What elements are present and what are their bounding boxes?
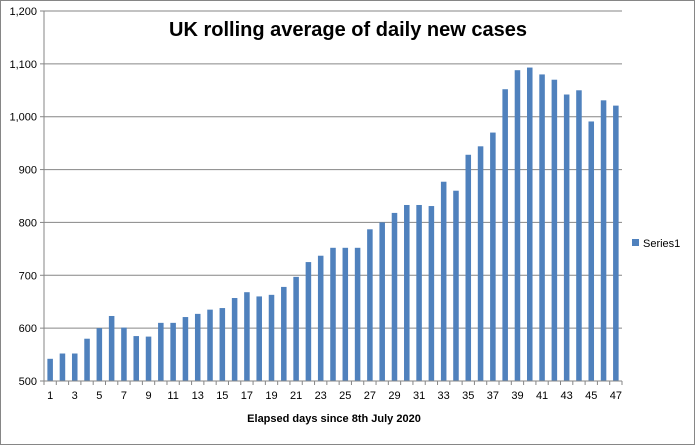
x-tick-label: 13 bbox=[192, 390, 204, 402]
bar bbox=[477, 146, 484, 381]
bar bbox=[551, 79, 558, 381]
bar bbox=[219, 308, 226, 381]
x-tick-label: 45 bbox=[585, 390, 597, 402]
y-tick-label: 700 bbox=[19, 270, 37, 282]
bar bbox=[108, 315, 115, 381]
x-tick-label: 39 bbox=[511, 390, 523, 402]
x-tick-label: 35 bbox=[462, 390, 474, 402]
x-axis-tick-labels: 1 3 5 7 9 11 13 15 17 19 21 23 25 27 29 31 33 35 37 39 41 43 4… bbox=[47, 390, 622, 402]
bar bbox=[613, 105, 619, 381]
bar bbox=[502, 89, 508, 381]
x-tick-label: 11 bbox=[167, 390, 178, 402]
bar bbox=[416, 204, 422, 381]
bar bbox=[256, 296, 262, 381]
bar bbox=[194, 313, 201, 381]
legend-swatch-series1 bbox=[632, 239, 639, 246]
x-tick-label: 15 bbox=[216, 390, 228, 402]
bar bbox=[379, 222, 385, 381]
x-tick-label: 29 bbox=[388, 390, 400, 402]
x-tick-label: 47 bbox=[610, 390, 622, 402]
x-tick-label: 5 bbox=[96, 390, 102, 402]
y-axis-tick-labels: 500 600 700 800 900 1,000 1,100 1,200 bbox=[9, 6, 44, 388]
legend: Series1 bbox=[632, 238, 680, 250]
y-tick-label: 500 bbox=[19, 376, 37, 388]
y-tick-label: 1,100 bbox=[9, 59, 37, 71]
bar bbox=[588, 121, 595, 381]
bar bbox=[133, 336, 140, 381]
bar bbox=[539, 74, 545, 381]
bar bbox=[158, 322, 164, 381]
y-tick-label: 600 bbox=[19, 323, 37, 335]
x-tick-label: 33 bbox=[438, 390, 450, 402]
bar bbox=[514, 70, 521, 381]
bar bbox=[47, 358, 53, 381]
bar bbox=[84, 338, 90, 381]
bar bbox=[182, 317, 189, 381]
y-tick-label: 1,200 bbox=[9, 6, 37, 18]
bar bbox=[600, 100, 607, 381]
x-tick-label: 27 bbox=[364, 390, 376, 402]
bar bbox=[293, 276, 299, 381]
y-tick-label: 1,000 bbox=[9, 112, 37, 124]
bar bbox=[465, 154, 472, 381]
bar bbox=[231, 298, 238, 381]
bar bbox=[170, 322, 176, 381]
bar bbox=[96, 328, 103, 381]
bar bbox=[576, 90, 582, 382]
x-tick-label: 41 bbox=[536, 390, 548, 402]
bar bbox=[59, 353, 66, 381]
bar bbox=[391, 212, 398, 381]
bar bbox=[490, 132, 496, 381]
y-tick-label: 800 bbox=[19, 217, 37, 229]
bar bbox=[121, 327, 127, 381]
bar bbox=[404, 204, 410, 381]
bar bbox=[305, 262, 312, 381]
x-tick-label: 7 bbox=[121, 390, 127, 402]
x-tick-label: 3 bbox=[72, 390, 78, 402]
bar bbox=[281, 286, 287, 381]
x-tick-label: 23 bbox=[315, 390, 327, 402]
bar bbox=[453, 190, 459, 381]
bar bbox=[342, 247, 349, 381]
bar bbox=[330, 247, 336, 381]
bars bbox=[47, 67, 619, 382]
x-tick-label: 25 bbox=[339, 390, 351, 402]
bar bbox=[268, 294, 275, 381]
x-tick-label: 1 bbox=[47, 390, 53, 402]
bar bbox=[317, 255, 324, 381]
gridlines bbox=[44, 10, 622, 329]
x-tick-label: 21 bbox=[290, 390, 302, 402]
x-tick-label: 37 bbox=[487, 390, 499, 402]
bar bbox=[354, 247, 361, 381]
bar bbox=[244, 292, 250, 381]
bar bbox=[367, 229, 373, 381]
bar bbox=[71, 353, 78, 381]
legend-label-series1: Series1 bbox=[643, 238, 680, 250]
bar bbox=[526, 67, 533, 382]
chart-title: UK rolling average of daily new cases bbox=[169, 19, 527, 41]
x-tick-label: 19 bbox=[265, 390, 277, 402]
axes bbox=[43, 11, 623, 385]
x-tick-label: 31 bbox=[413, 390, 425, 402]
x-tick-label: 17 bbox=[241, 390, 253, 402]
y-tick-label: 900 bbox=[19, 165, 37, 177]
bar bbox=[440, 181, 447, 381]
x-axis-label: Elapsed days since 8th July 2020 bbox=[247, 413, 421, 425]
bar bbox=[428, 206, 435, 381]
x-tick-label: 9 bbox=[145, 390, 151, 402]
bar bbox=[563, 94, 570, 381]
bar bbox=[207, 309, 213, 381]
bar bbox=[145, 336, 152, 381]
x-tick-label: 43 bbox=[561, 390, 573, 402]
